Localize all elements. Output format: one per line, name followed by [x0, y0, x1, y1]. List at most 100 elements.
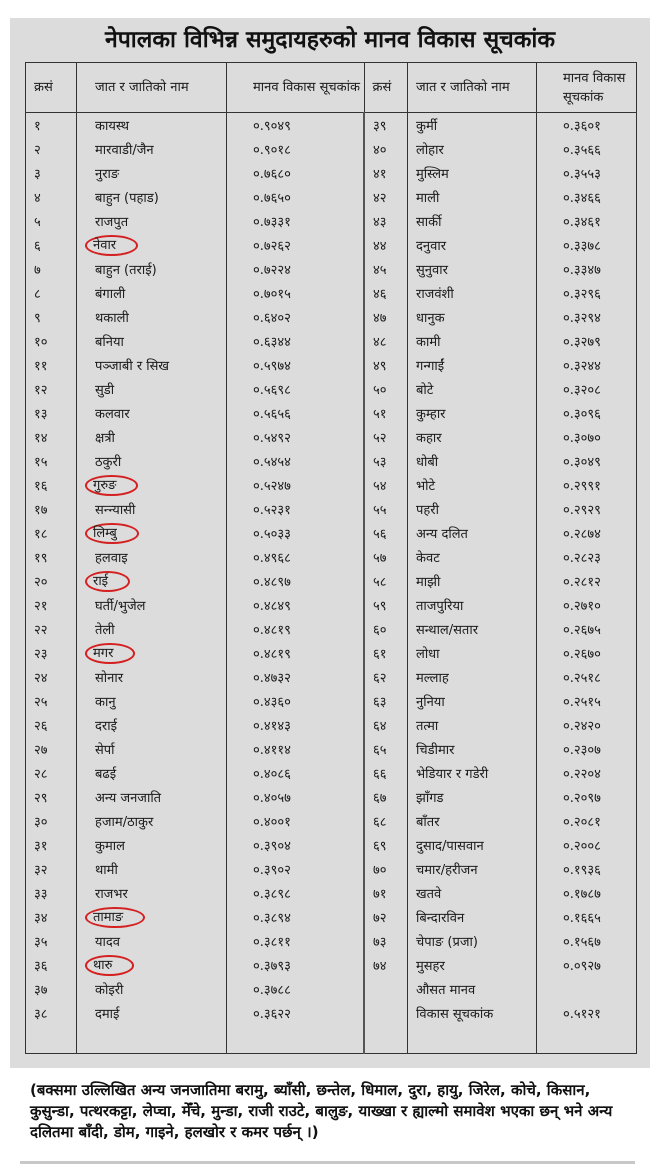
cell-name: लिम्बु [76, 521, 227, 545]
name-text: कुम्हार [416, 407, 446, 422]
cell-name: बाँतर [407, 809, 537, 833]
cell-hdi: ०.५६५६ [226, 401, 365, 425]
table-row: १४ क्षत्री ०.५४९२ ५२ कहार ०.३०७० [25, 425, 637, 449]
sn-text: ७० [373, 863, 387, 878]
sn-text: ६३ [373, 695, 387, 710]
cell-sn: ५ [25, 209, 77, 233]
cell-name: बाहुन (तराई) [76, 257, 227, 281]
table-row: ३८ दमाई ०.३६२२ विकास सूचकांक ०.५१२१ [25, 1001, 637, 1025]
sn-text: २९ [34, 791, 48, 806]
name-text: सेर्पा [95, 743, 115, 758]
name-text: हलवाइ [95, 551, 128, 566]
highlighted-name: तामाङ [85, 906, 146, 928]
cell-name: कामी [407, 329, 537, 353]
cell-sn: १० [25, 329, 77, 353]
name-text: बंगाली [95, 287, 126, 302]
table-row: ३४ तामाङ ०.३८९४ ७२ बिन्दारविन ०.१६६५ [25, 905, 637, 929]
sn-text: ३ [34, 167, 41, 182]
cell-hdi: ०.३२९४ [536, 305, 637, 329]
cell-sn: ३१ [25, 833, 77, 857]
cell-name: मल्लाह [407, 665, 537, 689]
cell-hdi: ०.३८११ [226, 929, 365, 953]
hdi-text: ०.३२४४ [563, 359, 601, 374]
cell-hdi: ०.६३४४ [226, 329, 365, 353]
cell-sn: ३३ [25, 881, 77, 905]
cell-sn: ३९ [363, 112, 408, 137]
cell-sn: ७३ [363, 929, 408, 953]
cell-sn: ९ [25, 305, 77, 329]
cell-name: चिडीमार [407, 737, 537, 761]
name-text: लोधा [416, 647, 440, 662]
cell-hdi [536, 977, 637, 1001]
cell-sn: ६१ [363, 641, 408, 665]
name-text: सुनुवार [416, 263, 448, 278]
hdi-text: ०.४११४ [253, 743, 291, 758]
empty-cell [363, 1025, 408, 1054]
cell-hdi: ०.२३०७ [536, 737, 637, 761]
name-text: कोइरी [95, 983, 124, 998]
cell-hdi: ०.३४६१ [536, 209, 637, 233]
table-row: १८ लिम्बु ०.५०३३ ५६ अन्य दलित ०.२८७४ [25, 521, 637, 545]
cell-sn: ३ [25, 161, 77, 185]
cell-sn: १२ [25, 377, 77, 401]
hdi-text: ०.९०४९ [253, 119, 291, 134]
header-hdi: मानव विकास सूचकांक [226, 62, 365, 113]
hdi-text: ०.२६७५ [563, 623, 601, 638]
name-text: औसत मानव [416, 983, 476, 998]
cell-name: दनुवार [407, 233, 537, 257]
cell-sn: ६९ [363, 833, 408, 857]
name-text: कामी [416, 335, 441, 350]
cell-hdi: ०.४०८६ [226, 761, 365, 785]
table-row: २९ अन्य जनजाति ०.४०५७ ६७ झाँगड ०.२०९७ [25, 785, 637, 809]
cell-name: सार्की [407, 209, 537, 233]
cell-name: भेडियार र गडेरी [407, 761, 537, 785]
name-text: मल्लाह [416, 671, 449, 686]
table-row: २१ घर्ती/भुजेल ०.४८४९ ५९ ताजपुरिया ०.२७१० [25, 593, 637, 617]
cell-name: दराई [76, 713, 227, 737]
header-sn: क्रसं [363, 62, 408, 113]
cell-sn: १९ [25, 545, 77, 569]
cell-sn: ४९ [363, 353, 408, 377]
hdi-text: ०.१६६५ [563, 911, 601, 926]
cell-hdi: ०.७६८० [226, 161, 365, 185]
table-row: २७ सेर्पा ०.४११४ ६५ चिडीमार ०.२३०७ [25, 737, 637, 761]
hdi-text: ०.३७८८ [253, 983, 291, 998]
name-text: सुडी [95, 383, 115, 398]
sn-text: ७ [34, 263, 41, 278]
name-text: दमाई [95, 1007, 120, 1022]
sn-text: ५९ [373, 599, 387, 614]
cell-name: भोटे [407, 473, 537, 497]
cell-sn: ५३ [363, 449, 408, 473]
cell-sn: ४१ [363, 161, 408, 185]
name-text: बढई [95, 767, 117, 782]
cell-hdi: ०.४००१ [226, 809, 365, 833]
cell-name: कानु [76, 689, 227, 713]
sn-text: ३३ [34, 887, 48, 902]
cell-hdi: ०.३३७८ [536, 233, 637, 257]
name-text: बनिया [95, 335, 124, 350]
sn-text: ४६ [373, 287, 387, 302]
table-row: १३ कलवार ०.५६५६ ५१ कुम्हार ०.३०९६ [25, 401, 637, 425]
hdi-text: ०.६४०२ [253, 311, 291, 326]
cell-sn: १७ [25, 497, 77, 521]
name-text: भेडियार र गडेरी [416, 767, 489, 782]
cell-name: सन्न्यासी [76, 497, 227, 521]
name-text: धोबी [416, 455, 439, 470]
sn-text: ४० [373, 143, 387, 158]
cell-sn: ६० [363, 617, 408, 641]
name-text: अन्य जनजाति [95, 791, 162, 806]
name-text: थामी [95, 863, 118, 878]
cell-hdi: ०.२०९७ [536, 785, 637, 809]
cell-hdi: ०.४९६८ [226, 545, 365, 569]
cell-name: पहरी [407, 497, 537, 521]
cell-name: कुम्हार [407, 401, 537, 425]
name-text: बोटे [416, 383, 434, 398]
hdi-text: ०.३२०८ [563, 383, 601, 398]
name-text: नुराङ [95, 167, 120, 182]
sn-text: ३४ [34, 911, 48, 926]
cell-sn: ६७ [363, 785, 408, 809]
name-text: सोनार [95, 671, 124, 686]
sn-text: ५१ [373, 407, 387, 422]
sn-text: ५४ [373, 479, 387, 494]
name-text: कानु [95, 695, 116, 710]
